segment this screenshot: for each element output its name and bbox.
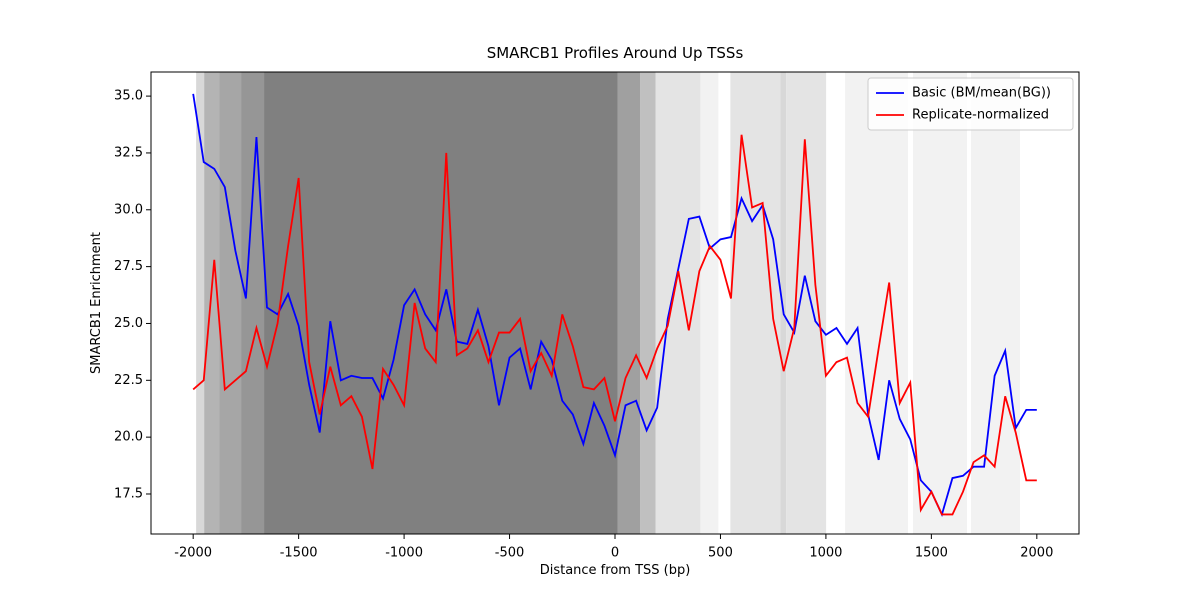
y-tick-label: 22.5 — [114, 373, 143, 388]
y-tick-label: 32.5 — [114, 145, 143, 160]
shaded-region — [264, 72, 618, 534]
x-tick-label: 500 — [708, 546, 733, 561]
shaded-region — [913, 72, 968, 534]
x-tick-label: -500 — [495, 546, 525, 561]
x-tick-label: 1000 — [809, 546, 842, 561]
legend-box — [867, 77, 1074, 131]
y-tick-label: 30.0 — [114, 202, 143, 217]
x-tick-label: 0 — [611, 546, 619, 561]
x-tick-label: -1000 — [385, 546, 423, 561]
y-tick-label: 17.5 — [114, 486, 143, 501]
series-line — [192, 134, 1037, 516]
shaded-region — [219, 72, 242, 534]
y-tick-label: 27.5 — [114, 259, 143, 274]
shaded-region — [617, 72, 641, 534]
legend-label: Replicate-normalized — [912, 108, 1049, 123]
shaded-region — [845, 72, 908, 534]
shaded-region — [700, 72, 719, 534]
shaded-region — [640, 72, 656, 534]
x-tick-label: 1500 — [915, 546, 948, 561]
y-tick-label: 25.0 — [114, 316, 143, 331]
shaded-region — [786, 72, 827, 534]
plot-frame — [150, 71, 1080, 535]
legend-label: Basic (BM/mean(BG)) — [912, 86, 1051, 101]
shaded-region — [780, 72, 787, 534]
shaded-region — [204, 72, 220, 534]
chart-title: SMARCB1 Profiles Around Up TSSs — [487, 44, 744, 62]
x-tick-label: -2000 — [174, 546, 212, 561]
series-line — [192, 93, 1037, 518]
shaded-region — [196, 72, 205, 534]
x-axis-label: Distance from TSS (bp) — [540, 563, 691, 578]
shaded-region — [730, 72, 781, 534]
shaded-region — [241, 72, 265, 534]
x-tick-label: -1500 — [280, 546, 318, 561]
y-tick-label: 35.0 — [114, 89, 143, 104]
y-axis-label: SMARCB1 Enrichment — [89, 232, 104, 374]
y-tick-label: 20.0 — [114, 430, 143, 445]
x-tick-label: 2000 — [1020, 546, 1053, 561]
